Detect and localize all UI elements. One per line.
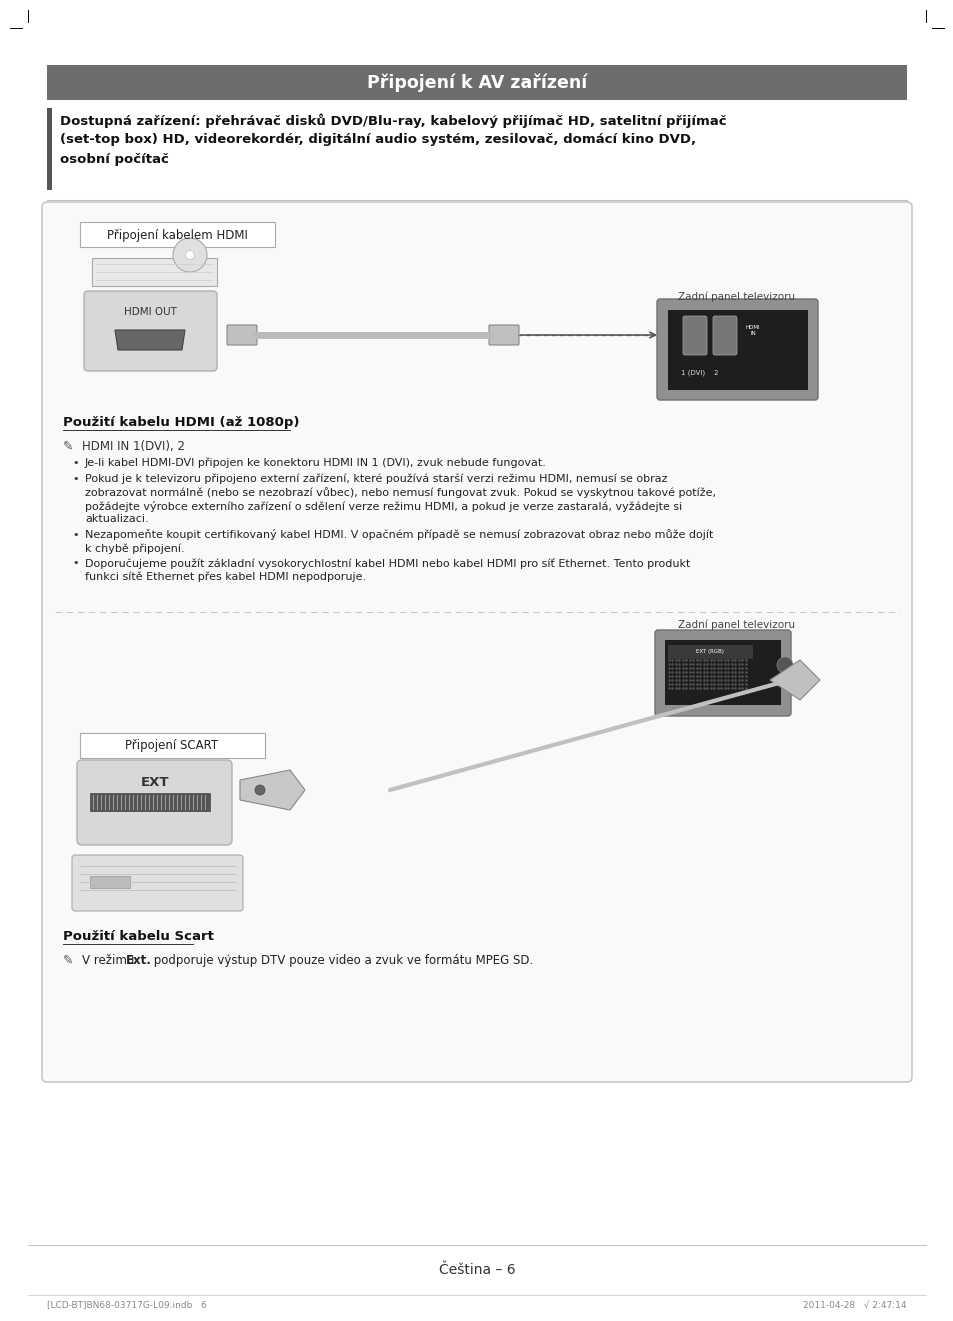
Text: 1 (DVI)    2: 1 (DVI) 2 [680, 370, 718, 376]
Text: Zadní panel televizoru: Zadní panel televizoru [678, 292, 795, 303]
Text: Použití kabelu HDMI (až 1080p): Použití kabelu HDMI (až 1080p) [63, 416, 299, 429]
Bar [90, 876, 130, 888]
Text: Použití kabelu Scart: Použití kabelu Scart [63, 930, 213, 943]
Text: •: • [71, 473, 78, 483]
Circle shape [185, 251, 194, 259]
Text: EXT: EXT [141, 775, 169, 789]
Text: 2011-04-28   √ 2:47:14: 2011-04-28 √ 2:47:14 [802, 1300, 906, 1309]
Text: k chybě připojení.: k chybě připojení. [85, 543, 185, 553]
Text: EXT (RGB): EXT (RGB) [696, 650, 723, 654]
FancyBboxPatch shape [80, 733, 265, 758]
Bar [667, 310, 807, 390]
Text: Je-li kabel HDMI-DVI připojen ke konektoru HDMI IN 1 (DVI), zvuk nebude fungovat: Je-li kabel HDMI-DVI připojen ke konekto… [85, 458, 546, 469]
FancyBboxPatch shape [84, 291, 216, 371]
Text: •: • [71, 559, 78, 568]
FancyBboxPatch shape [682, 316, 706, 355]
Text: Ext.: Ext. [126, 954, 152, 967]
FancyBboxPatch shape [42, 202, 911, 1082]
Bar [91, 258, 216, 287]
Text: Připojení k AV zařízení: Připojení k AV zařízení [367, 74, 586, 92]
Bar [664, 639, 781, 705]
Bar [47, 108, 52, 190]
FancyBboxPatch shape [712, 316, 737, 355]
Text: ✎: ✎ [63, 440, 73, 453]
Text: Připojení SCART: Připojení SCART [125, 740, 218, 753]
Circle shape [776, 657, 792, 672]
FancyBboxPatch shape [655, 630, 790, 716]
Text: •: • [71, 458, 78, 468]
Bar [47, 65, 906, 100]
Text: zobrazovat normálně (nebo se nezobrazí vůbec), nebo nemusí fungovat zvuk. Pokud : zobrazovat normálně (nebo se nezobrazí v… [85, 487, 716, 498]
Text: Připojení kabelem HDMI: Připojení kabelem HDMI [107, 229, 247, 242]
Text: [LCD-BT]BN68-03717G-L09.indb   6: [LCD-BT]BN68-03717G-L09.indb 6 [47, 1300, 207, 1309]
Text: požádejte výrobce externího zařízení o sdělení verze režimu HDMI, a pokud je ver: požádejte výrobce externího zařízení o s… [85, 501, 681, 511]
FancyBboxPatch shape [227, 325, 256, 345]
Bar [667, 645, 752, 659]
Polygon shape [769, 660, 820, 700]
Bar [90, 793, 210, 811]
Text: Zadní panel televizoru: Zadní panel televizoru [678, 620, 795, 630]
Text: Pokud je k televizoru připojeno externí zařízení, které používá starší verzi rež: Pokud je k televizoru připojeno externí … [85, 473, 667, 483]
Text: ✎: ✎ [63, 954, 73, 967]
Text: Dostupná zařízení: přehrávač disků DVD/Blu-ray, kabelový přijímač HD, satelitní : Dostupná zařízení: přehrávač disků DVD/B… [60, 114, 726, 128]
Text: HDMI
IN: HDMI IN [745, 325, 760, 336]
Circle shape [254, 785, 265, 795]
Text: funkci sítě Ethernet přes kabel HDMI nepodporuje.: funkci sítě Ethernet přes kabel HDMI nep… [85, 572, 366, 583]
Text: •: • [71, 530, 78, 539]
Text: Nezapomeňte koupit certifikovaný kabel HDMI. V opačném případě se nemusí zobrazo: Nezapomeňte koupit certifikovaný kabel H… [85, 530, 713, 540]
Text: aktualizaci.: aktualizaci. [85, 514, 149, 524]
Polygon shape [115, 330, 185, 350]
Circle shape [172, 238, 207, 272]
FancyBboxPatch shape [657, 299, 817, 400]
Polygon shape [240, 770, 305, 810]
Text: HDMI IN 1(DVI), 2: HDMI IN 1(DVI), 2 [82, 440, 185, 453]
Text: V režimu: V režimu [82, 954, 138, 967]
FancyBboxPatch shape [80, 222, 274, 247]
Text: Čeština – 6: Čeština – 6 [438, 1263, 515, 1277]
FancyBboxPatch shape [71, 855, 243, 911]
Text: (set-top box) HD, videorekordér, digitální audio systém, zesilovač, domácí kino : (set-top box) HD, videorekordér, digitál… [60, 133, 696, 147]
Text: HDMI OUT: HDMI OUT [124, 306, 176, 317]
FancyBboxPatch shape [77, 760, 232, 845]
Text: Doporučujeme použít základní vysokorychlostní kabel HDMI nebo kabel HDMI pro síť: Doporučujeme použít základní vysokorychl… [85, 559, 690, 569]
Text: podporuje výstup DTV pouze video a zvuk ve formátu MPEG SD.: podporuje výstup DTV pouze video a zvuk … [150, 954, 533, 967]
FancyBboxPatch shape [489, 325, 518, 345]
Text: osobní počítač: osobní počítač [60, 153, 169, 166]
